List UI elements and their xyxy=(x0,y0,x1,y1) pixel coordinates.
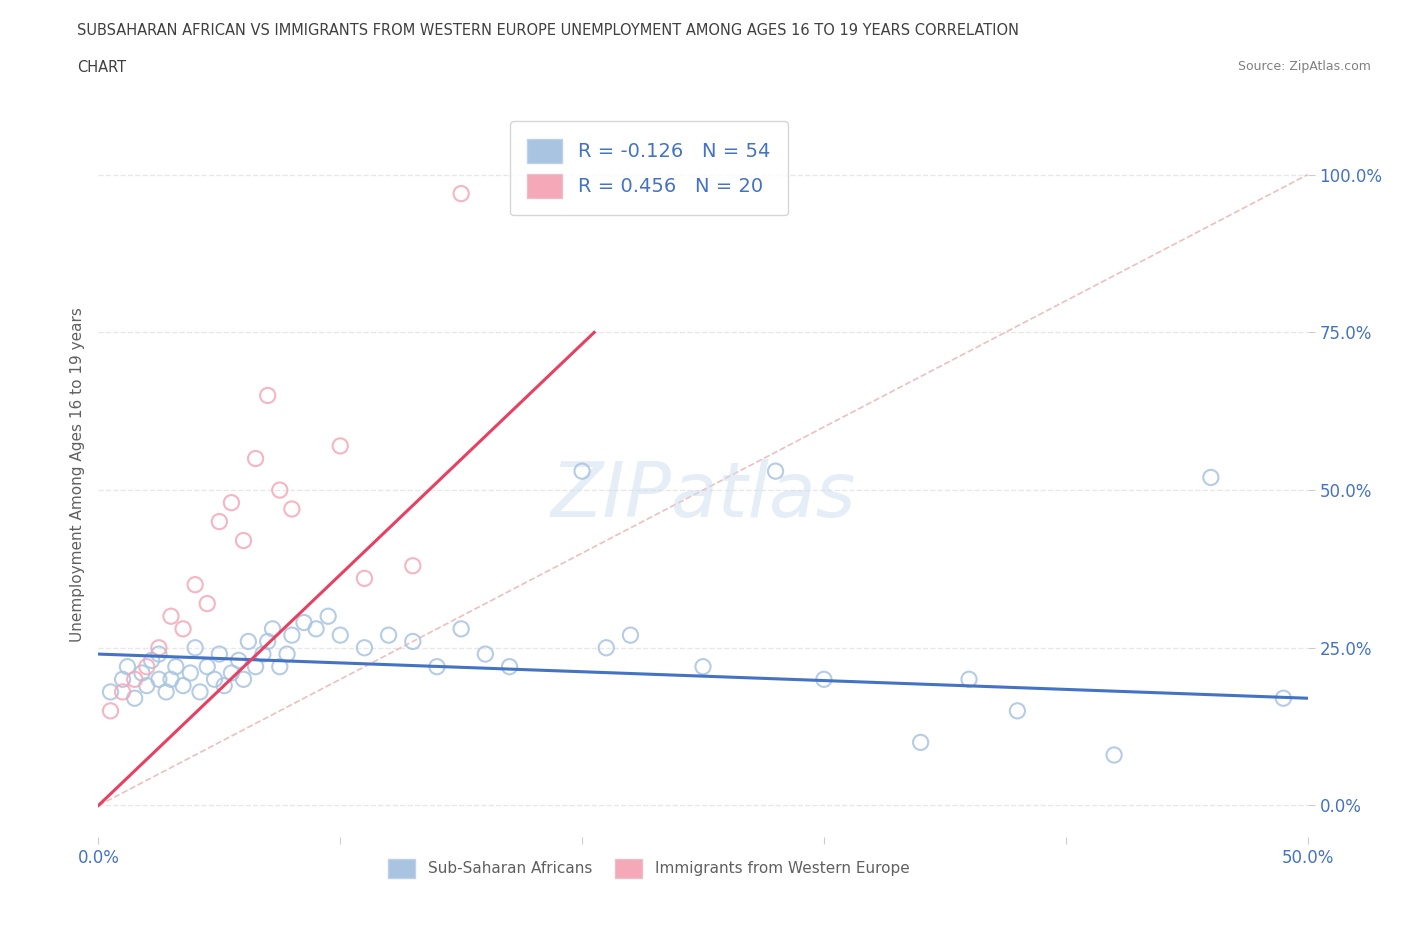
Point xyxy=(329,438,352,453)
Point xyxy=(100,703,122,718)
Point xyxy=(148,641,170,656)
Point xyxy=(402,558,425,573)
Y-axis label: Unemployment Among Ages 16 to 19 years: Unemployment Among Ages 16 to 19 years xyxy=(69,307,84,642)
Point xyxy=(184,641,207,656)
Point xyxy=(1272,691,1295,706)
Text: Source: ZipAtlas.com: Source: ZipAtlas.com xyxy=(1237,60,1371,73)
Point xyxy=(252,646,274,661)
Point xyxy=(212,678,235,693)
Point xyxy=(276,646,298,661)
Point xyxy=(111,671,134,686)
Point xyxy=(292,615,315,630)
Point xyxy=(204,671,226,686)
Point xyxy=(498,659,520,674)
Point xyxy=(329,628,352,643)
Point xyxy=(141,653,163,668)
Text: SUBSAHARAN AFRICAN VS IMMIGRANTS FROM WESTERN EUROPE UNEMPLOYMENT AMONG AGES 16 : SUBSAHARAN AFRICAN VS IMMIGRANTS FROM WE… xyxy=(77,23,1019,38)
Point xyxy=(1199,470,1222,485)
Point xyxy=(765,464,787,479)
Point xyxy=(160,609,183,624)
Point xyxy=(228,653,250,668)
Point xyxy=(595,641,617,656)
Point xyxy=(179,666,201,681)
Point xyxy=(195,596,218,611)
Point xyxy=(100,684,122,699)
Point xyxy=(262,621,284,636)
Point xyxy=(165,659,187,674)
Point xyxy=(353,571,375,586)
Point xyxy=(571,464,593,479)
Point xyxy=(160,671,183,686)
Point xyxy=(111,684,134,699)
Point xyxy=(305,621,328,636)
Point xyxy=(957,671,980,686)
Point xyxy=(135,678,157,693)
Point xyxy=(402,634,425,649)
Point xyxy=(256,634,278,649)
Point xyxy=(238,634,260,649)
Point xyxy=(426,659,449,674)
Point xyxy=(208,514,231,529)
Point xyxy=(221,496,243,511)
Text: ZIPatlas: ZIPatlas xyxy=(550,459,856,533)
Text: CHART: CHART xyxy=(77,60,127,75)
Point xyxy=(450,621,472,636)
Point xyxy=(1007,703,1029,718)
Point xyxy=(910,735,932,750)
Point xyxy=(195,659,218,674)
Point xyxy=(172,678,194,693)
Point xyxy=(316,609,339,624)
Point xyxy=(377,628,399,643)
Point xyxy=(148,671,170,686)
Point xyxy=(117,659,139,674)
Point xyxy=(474,646,496,661)
Legend: Sub-Saharan Africans, Immigrants from Western Europe: Sub-Saharan Africans, Immigrants from We… xyxy=(382,853,915,884)
Point xyxy=(281,501,304,516)
Point xyxy=(692,659,714,674)
Point xyxy=(281,628,304,643)
Point xyxy=(188,684,211,699)
Point xyxy=(1102,748,1125,763)
Point xyxy=(124,691,146,706)
Point xyxy=(184,578,207,592)
Point xyxy=(148,646,170,661)
Point xyxy=(245,451,267,466)
Point xyxy=(232,671,254,686)
Point xyxy=(172,621,194,636)
Point xyxy=(450,186,472,201)
Point xyxy=(619,628,641,643)
Point xyxy=(124,671,146,686)
Point xyxy=(232,533,254,548)
Point xyxy=(131,666,153,681)
Point xyxy=(269,659,291,674)
Point xyxy=(269,483,291,498)
Point xyxy=(208,646,231,661)
Point xyxy=(353,641,375,656)
Point xyxy=(813,671,835,686)
Point xyxy=(256,388,278,403)
Point xyxy=(155,684,177,699)
Point xyxy=(135,659,157,674)
Point xyxy=(245,659,267,674)
Point xyxy=(221,666,243,681)
